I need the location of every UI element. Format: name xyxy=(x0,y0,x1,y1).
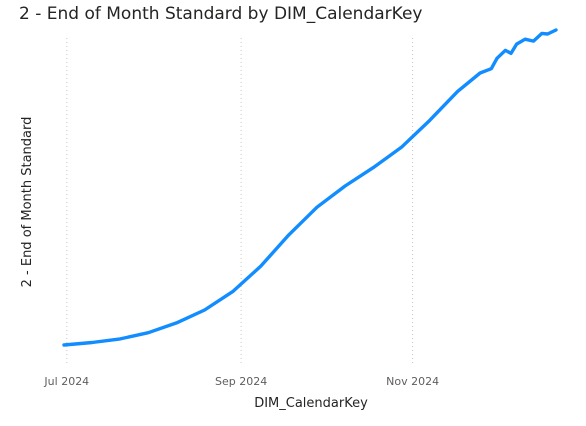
series-line[interactable] xyxy=(62,28,558,347)
x-axis-title: DIM_CalendarKey xyxy=(254,396,368,411)
gridlines xyxy=(66,38,414,365)
chart-title: 2 - End of Month Standard by DIM_Calenda… xyxy=(19,4,423,24)
x-tick-label: Nov 2024 xyxy=(386,375,439,388)
y-axis-title: 2 - End of Month Standard xyxy=(20,117,35,288)
series-layer xyxy=(62,28,558,347)
x-axis-ticks: Jul 2024 Sep 2024 Nov 2024 xyxy=(43,375,439,388)
x-tick-label: Sep 2024 xyxy=(215,375,267,388)
x-tick-label: Jul 2024 xyxy=(43,375,89,388)
